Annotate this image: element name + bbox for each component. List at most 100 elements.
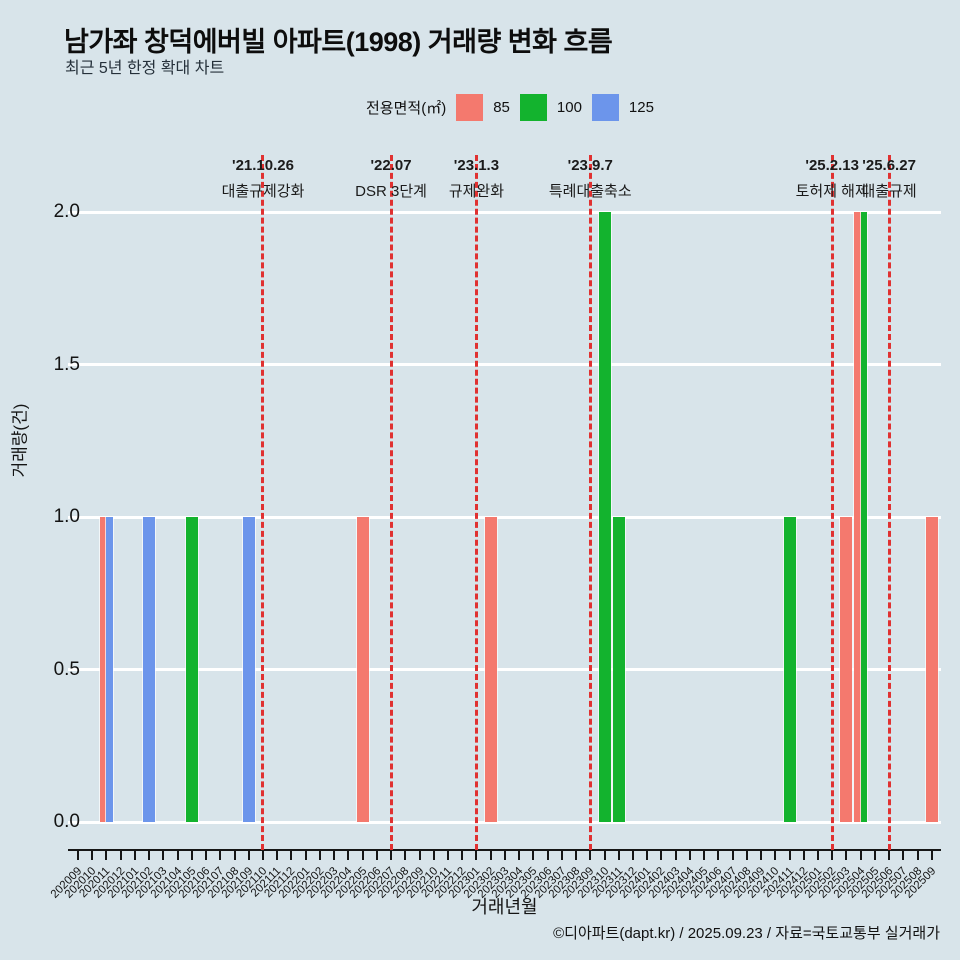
x-tick bbox=[902, 851, 905, 860]
event-line-202301 bbox=[474, 155, 478, 850]
legend-label-125: 125 bbox=[628, 98, 654, 116]
bar-202509-85 bbox=[925, 517, 938, 822]
y-tick-label: 2.0 bbox=[53, 201, 80, 222]
x-tick bbox=[119, 851, 122, 860]
x-tick bbox=[347, 851, 350, 860]
x-tick bbox=[731, 851, 734, 860]
event-date: '23.9.7 bbox=[567, 157, 613, 174]
x-tick bbox=[91, 851, 94, 860]
x-tick bbox=[888, 851, 891, 860]
y-tick-label: 0.5 bbox=[53, 658, 80, 680]
y-gridline-2 bbox=[68, 210, 941, 214]
x-tick bbox=[660, 851, 663, 860]
legend-title: 전용면적(㎡) bbox=[366, 99, 447, 117]
x-tick bbox=[717, 851, 720, 860]
x-tick bbox=[617, 851, 620, 860]
bar-202310-100 bbox=[598, 212, 611, 822]
x-tick bbox=[446, 851, 449, 860]
legend-swatch-125 bbox=[591, 93, 619, 121]
x-tick bbox=[532, 851, 535, 860]
event-label: DSR 3단계 bbox=[355, 183, 427, 200]
x-tick bbox=[873, 851, 876, 860]
bar-202205-85 bbox=[356, 517, 369, 822]
x-tick bbox=[176, 851, 179, 860]
bar-202504-100 bbox=[860, 212, 868, 822]
legend-label-85: 85 bbox=[493, 98, 510, 116]
bar-202011-85 bbox=[99, 517, 107, 822]
x-tick bbox=[418, 851, 421, 860]
y-gridline-1 bbox=[68, 515, 941, 519]
bar-202503-85 bbox=[840, 517, 853, 822]
bar-202302-85 bbox=[484, 517, 497, 822]
x-tick bbox=[788, 851, 791, 860]
bar-202504-85 bbox=[854, 212, 861, 822]
bar-202011-125 bbox=[106, 517, 113, 822]
bar-202311-100 bbox=[612, 517, 625, 822]
x-tick bbox=[603, 851, 606, 860]
y-gridline-1.5 bbox=[68, 363, 941, 366]
x-tick bbox=[503, 851, 506, 860]
x-tick bbox=[930, 851, 933, 860]
legend-swatch-85 bbox=[456, 93, 484, 121]
footer-credit: ©디아파트(dapt.kr) / 2025.09.23 / 자료=국토교통부 실… bbox=[553, 925, 940, 942]
bar-202411-100 bbox=[783, 517, 796, 822]
legend-label-100: 100 bbox=[556, 98, 582, 116]
x-axis-title: 거래년월 bbox=[471, 897, 538, 917]
x-tick bbox=[518, 851, 521, 860]
x-tick bbox=[688, 851, 691, 860]
x-tick bbox=[219, 851, 222, 860]
x-tick bbox=[816, 851, 819, 860]
x-tick bbox=[489, 851, 492, 860]
page-subtitle: 최근 5년 한정 확대 차트 bbox=[65, 60, 225, 77]
x-tick bbox=[631, 851, 634, 860]
y-tick-label: 0.0 bbox=[53, 811, 80, 832]
y-axis-title: 거래량(건) bbox=[10, 403, 30, 478]
event-label: 규제완화 bbox=[448, 183, 505, 200]
x-tick bbox=[575, 851, 578, 860]
y-tick-label: 1.0 bbox=[53, 506, 80, 527]
event-date: '25.2.13 bbox=[805, 157, 859, 174]
x-tick bbox=[745, 851, 748, 860]
x-tick bbox=[233, 851, 236, 860]
x-tick bbox=[77, 851, 79, 860]
event-line-202506 bbox=[887, 155, 891, 850]
x-tick bbox=[831, 851, 834, 860]
x-tick bbox=[304, 851, 307, 860]
x-tick bbox=[760, 851, 763, 860]
y-gridline-0 bbox=[68, 820, 941, 824]
x-tick bbox=[148, 851, 151, 860]
x-tick bbox=[802, 851, 805, 860]
x-tick bbox=[361, 851, 364, 860]
x-tick bbox=[390, 851, 393, 860]
event-label: 대출규제강화 bbox=[221, 183, 305, 200]
x-tick bbox=[375, 851, 378, 860]
x-tick bbox=[845, 851, 848, 860]
x-tick bbox=[461, 851, 464, 860]
event-line-202110 bbox=[261, 155, 265, 850]
bar-202109-125 bbox=[242, 517, 255, 822]
event-date: '21.10.26 bbox=[232, 157, 294, 174]
event-date: '22.07 bbox=[370, 157, 412, 174]
x-tick bbox=[546, 851, 549, 860]
x-tick bbox=[133, 851, 136, 860]
x-tick bbox=[190, 851, 193, 860]
x-tick bbox=[276, 851, 279, 860]
x-tick bbox=[261, 851, 264, 860]
event-date: '25.6.27 bbox=[862, 157, 916, 174]
x-tick bbox=[475, 851, 478, 860]
x-tick bbox=[589, 851, 592, 860]
x-tick bbox=[859, 851, 862, 860]
event-label: 대출규제 bbox=[861, 183, 917, 200]
x-tick bbox=[105, 851, 108, 860]
event-line-202502 bbox=[830, 155, 834, 850]
x-tick bbox=[646, 851, 649, 860]
page-title: 남가좌 창덕에버빌 아파트(1998) 거래량 변화 흐름 bbox=[64, 27, 613, 57]
event-line-202207 bbox=[389, 155, 393, 850]
x-axis-line bbox=[68, 849, 941, 851]
bar-202105-100 bbox=[185, 517, 198, 822]
bar-202102-125 bbox=[143, 517, 156, 822]
x-tick bbox=[774, 851, 777, 860]
x-tick bbox=[247, 851, 250, 860]
x-tick bbox=[162, 851, 165, 860]
